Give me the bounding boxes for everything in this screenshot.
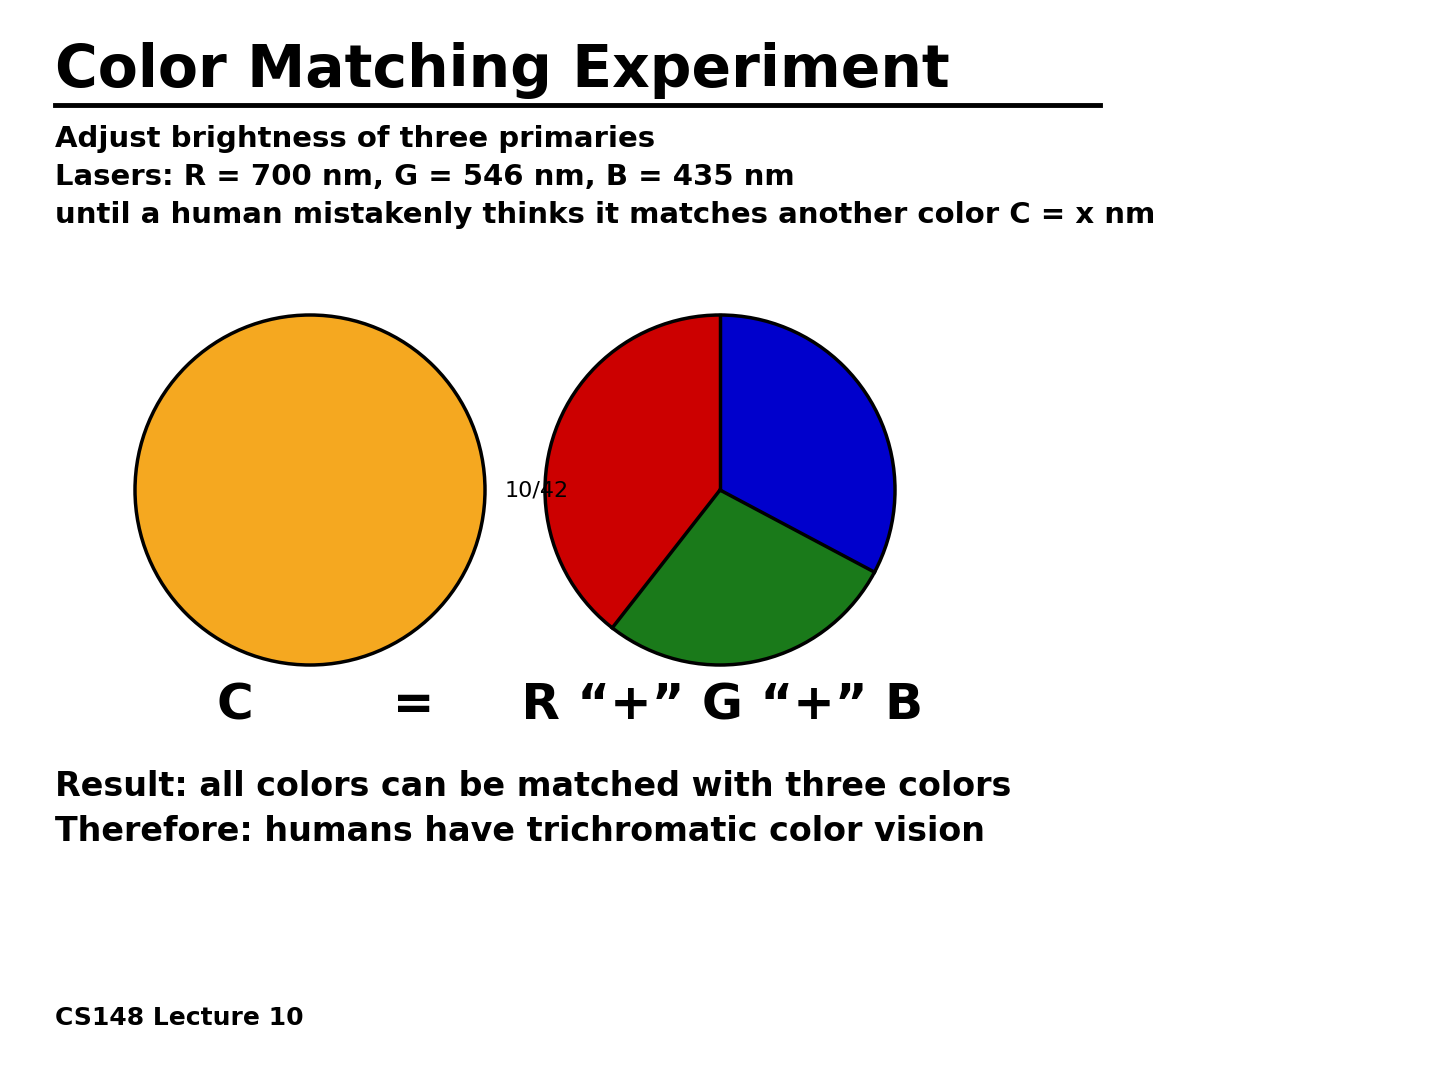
Wedge shape [720, 315, 896, 572]
Wedge shape [544, 315, 720, 627]
Text: Adjust brightness of three primaries: Adjust brightness of three primaries [55, 125, 655, 153]
Circle shape [135, 315, 485, 665]
Text: Therefore: humans have trichromatic color vision: Therefore: humans have trichromatic colo… [55, 815, 985, 848]
Text: Result: all colors can be matched with three colors: Result: all colors can be matched with t… [55, 770, 1011, 804]
Text: CS148 Lecture 10: CS148 Lecture 10 [55, 1005, 304, 1030]
Text: 10/42: 10/42 [505, 480, 569, 500]
Text: Color Matching Experiment: Color Matching Experiment [55, 42, 950, 99]
Text: C        =     R “+” G “+” B: C = R “+” G “+” B [217, 681, 923, 729]
Text: Lasers: R = 700 nm, G = 546 nm, B = 435 nm: Lasers: R = 700 nm, G = 546 nm, B = 435 … [55, 163, 795, 191]
Wedge shape [612, 490, 874, 665]
Text: until a human mistakenly thinks it matches another color C = x nm: until a human mistakenly thinks it match… [55, 201, 1155, 229]
